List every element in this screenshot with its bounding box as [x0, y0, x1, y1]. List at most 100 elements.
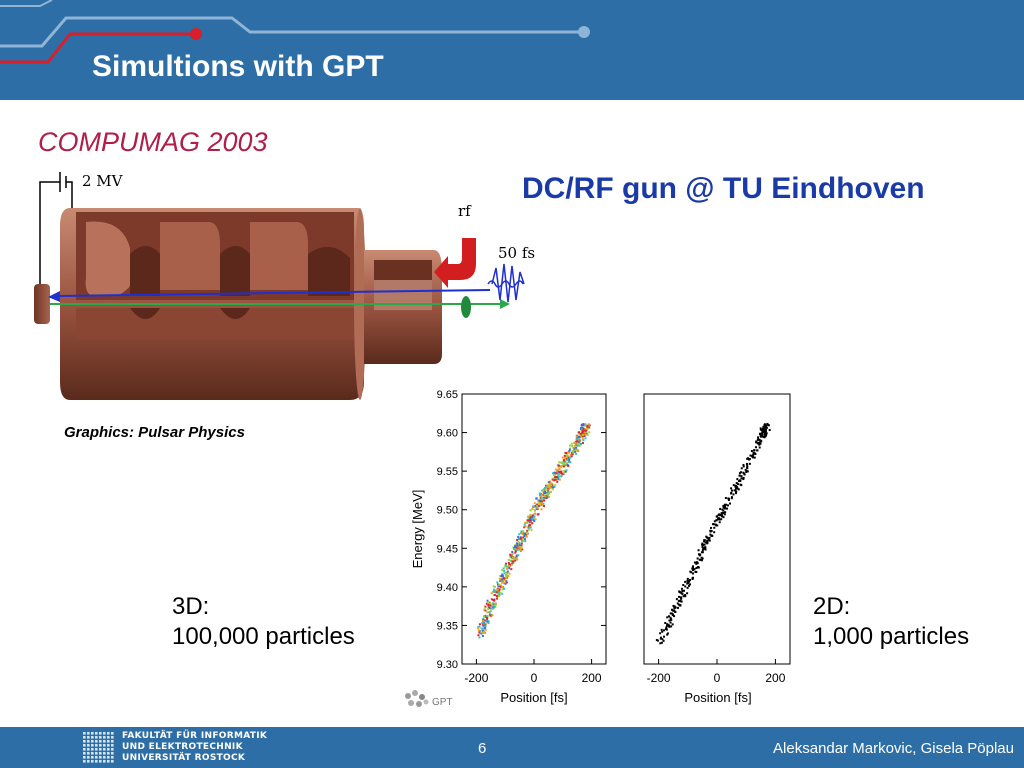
particle-point: [678, 590, 681, 593]
particle-point: [684, 594, 687, 597]
particle-point: [547, 489, 550, 492]
particle-point: [763, 435, 766, 438]
particle-point: [724, 507, 727, 510]
particle-point: [520, 542, 523, 545]
laser-pulse: [491, 263, 525, 303]
particle-point: [730, 492, 733, 495]
particle-point: [516, 549, 519, 552]
particle-point: [570, 455, 573, 458]
particle-point: [539, 494, 542, 497]
particle-point: [568, 457, 571, 460]
particle-point: [702, 544, 705, 547]
particle-point: [732, 484, 735, 487]
particle-point: [750, 450, 753, 453]
particle-point: [701, 557, 704, 560]
particle-point: [730, 489, 733, 492]
particle-point: [489, 607, 492, 610]
particle-point: [691, 569, 694, 572]
particle-point: [491, 614, 494, 617]
particle-point: [704, 546, 707, 549]
particle-point: [710, 529, 713, 532]
particle-point: [510, 563, 513, 566]
particle-point: [497, 584, 500, 587]
particle-point: [551, 478, 554, 481]
particle-point: [706, 536, 709, 539]
particle-point: [585, 428, 588, 431]
particle-point: [478, 623, 481, 626]
particle-point: [566, 455, 569, 458]
particle-point: [538, 499, 541, 502]
particle-point: [753, 452, 756, 455]
particle-point: [523, 523, 526, 526]
particle-point: [522, 530, 525, 533]
particle-point: [673, 615, 676, 618]
particle-point: [674, 610, 677, 613]
particle-point: [585, 432, 588, 435]
particle-point: [531, 508, 534, 511]
particle-point: [486, 611, 489, 614]
particle-point: [701, 545, 704, 548]
particle-point: [581, 424, 584, 427]
particle-point: [526, 529, 529, 532]
particle-point: [549, 480, 552, 483]
particle-point: [669, 612, 672, 615]
particle-point: [756, 449, 759, 452]
particle-point: [565, 469, 568, 472]
rf-arrow: [434, 238, 476, 288]
particle-point: [494, 602, 497, 605]
particle-point: [569, 447, 572, 450]
particle-point: [742, 465, 745, 468]
particle-point: [511, 550, 514, 553]
particle-point: [718, 517, 721, 520]
particle-point: [496, 587, 499, 590]
particle-point: [520, 544, 523, 547]
particle-point: [573, 448, 576, 451]
particle-point: [497, 589, 500, 592]
particle-point: [501, 588, 504, 591]
particle-point: [695, 562, 698, 565]
particle-point: [511, 552, 514, 555]
particle-point: [483, 624, 486, 627]
particle-point: [528, 524, 531, 527]
particle-point: [493, 594, 496, 597]
particle-point: [546, 495, 549, 498]
particle-point: [767, 424, 770, 427]
particle-point: [576, 444, 579, 447]
x-tick-label: -200: [464, 671, 488, 685]
particle-point: [762, 431, 765, 434]
particle-point: [734, 484, 737, 487]
particle-point: [539, 492, 542, 495]
particle-point: [486, 599, 489, 602]
particle-point: [730, 497, 733, 500]
rf-label: rf: [458, 202, 472, 220]
particle-point: [662, 639, 665, 642]
particle-point: [560, 472, 563, 475]
particle-point: [686, 579, 689, 582]
particle-point: [684, 580, 687, 583]
particle-point: [762, 425, 765, 428]
particle-point: [762, 429, 765, 432]
particle-point: [523, 538, 526, 541]
particle-point: [531, 518, 534, 521]
particle-point: [674, 606, 677, 609]
particle-point: [545, 484, 548, 487]
particle-point: [505, 574, 508, 577]
particle-point: [707, 537, 710, 540]
particle-point: [584, 423, 587, 426]
particle-point: [565, 456, 568, 459]
particle-point: [562, 465, 565, 468]
particle-point: [577, 440, 580, 443]
particle-point: [519, 537, 522, 540]
particle-point: [706, 539, 709, 542]
particle-point: [580, 424, 583, 427]
particle-point: [576, 437, 579, 440]
particle-point: [740, 471, 743, 474]
particle-point: [544, 488, 547, 491]
caption-2d-line2: 1,000 particles: [813, 623, 970, 650]
particle-point: [680, 592, 683, 595]
gpt-logo-text: GPT: [432, 697, 453, 708]
voltage-wire: [39, 181, 60, 293]
particle-point: [690, 571, 693, 574]
particle-point: [552, 472, 555, 475]
particle-point: [566, 463, 569, 466]
